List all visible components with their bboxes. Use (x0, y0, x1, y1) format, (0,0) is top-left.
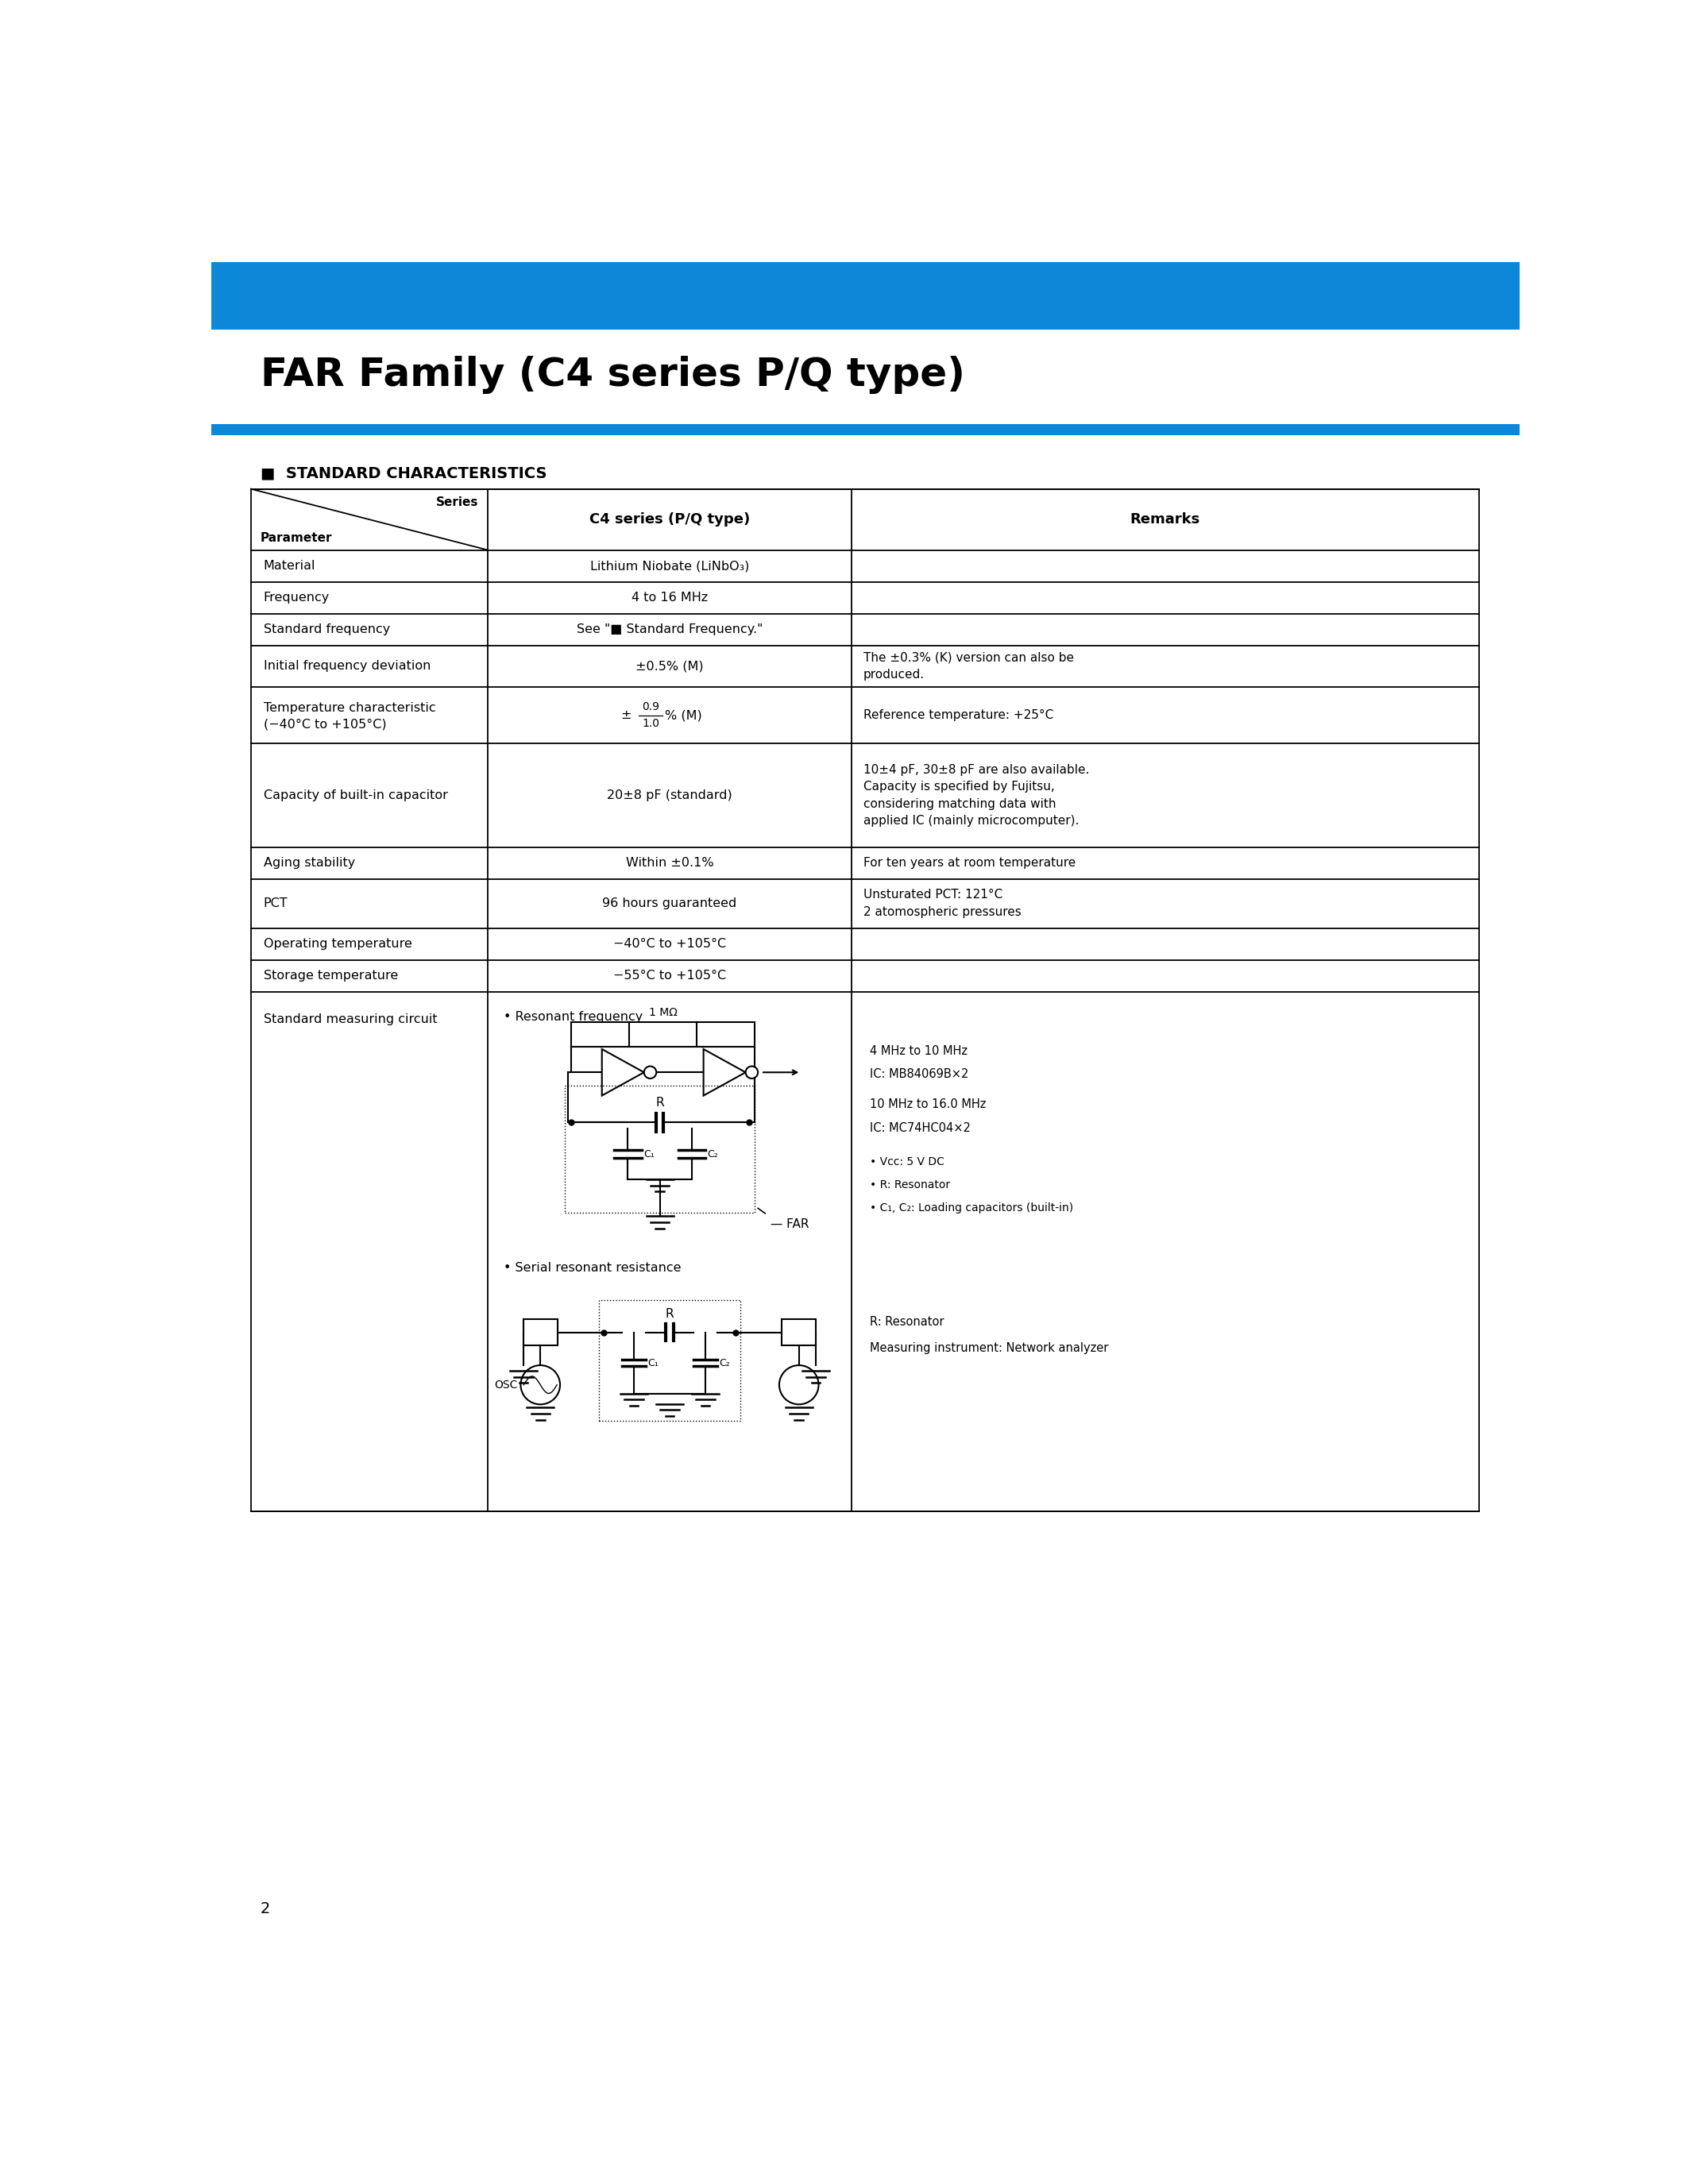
Circle shape (645, 1066, 657, 1079)
Text: 96 hours guaranteed: 96 hours guaranteed (603, 898, 738, 909)
Text: Standard frequency: Standard frequency (263, 625, 390, 636)
Text: Standard measuring circuit: Standard measuring circuit (263, 1013, 437, 1024)
Text: Lithium Niobate (LiNbO₃): Lithium Niobate (LiNbO₃) (591, 559, 749, 572)
Text: R: Resonator: R: Resonator (869, 1315, 944, 1328)
Bar (523, 1319, 557, 1345)
Text: • Serial resonant resistance: • Serial resonant resistance (503, 1262, 680, 1273)
Text: Capacity is specified by Fujitsu,: Capacity is specified by Fujitsu, (864, 782, 1055, 793)
Text: • C₁, C₂: Loading capacitors (built-in): • C₁, C₂: Loading capacitors (built-in) (869, 1203, 1074, 1214)
Text: OSC: OSC (495, 1380, 518, 1391)
Bar (782, 1319, 815, 1345)
Bar (211, 424, 1519, 435)
Text: LM: LM (792, 1380, 807, 1391)
Polygon shape (704, 1048, 746, 1096)
Bar (252, 489, 1479, 1511)
Text: Parameter: Parameter (260, 533, 333, 544)
Text: Reference temperature: +25°C: Reference temperature: +25°C (864, 710, 1053, 721)
Text: C₁: C₁ (648, 1358, 658, 1367)
Text: Operating temperature: Operating temperature (263, 937, 412, 950)
Text: ±0.5% (M): ±0.5% (M) (636, 660, 704, 673)
Text: % (M): % (M) (665, 710, 702, 721)
Text: 1.0: 1.0 (641, 719, 660, 729)
Text: 4 to 16 MHz: 4 to 16 MHz (631, 592, 707, 603)
Polygon shape (603, 1048, 645, 1096)
Text: — FAR: — FAR (770, 1219, 809, 1230)
Text: • Resonant frequency: • Resonant frequency (503, 1011, 643, 1022)
Text: Unsturated PCT: 121°C: Unsturated PCT: 121°C (864, 889, 1003, 902)
Text: Series: Series (437, 496, 479, 509)
Text: PCT: PCT (263, 898, 287, 909)
Bar (211, 262, 1519, 330)
Text: Remarks: Remarks (1131, 513, 1200, 526)
Text: Capacity of built-in capacitor: Capacity of built-in capacitor (263, 788, 447, 802)
Text: ■  STANDARD CHARACTERISTICS: ■ STANDARD CHARACTERISTICS (260, 465, 547, 480)
Text: Frequency: Frequency (263, 592, 329, 603)
Text: 10±4 pF, 30±8 pF are also available.: 10±4 pF, 30±8 pF are also available. (864, 764, 1089, 775)
Text: • Vcc: 5 V DC: • Vcc: 5 V DC (869, 1155, 944, 1166)
Text: Aging stability: Aging stability (263, 858, 354, 869)
Text: 2: 2 (260, 1900, 270, 1915)
Text: IC: MC74HC04×2: IC: MC74HC04×2 (869, 1123, 971, 1133)
Text: (−40°C to +105°C): (−40°C to +105°C) (263, 719, 387, 729)
Text: ±: ± (621, 710, 636, 721)
Text: IC: MB84069B×2: IC: MB84069B×2 (869, 1068, 969, 1079)
Circle shape (746, 1066, 758, 1079)
Text: Temperature characteristic: Temperature characteristic (263, 701, 436, 714)
Text: Measuring instrument: Network analyzer: Measuring instrument: Network analyzer (869, 1341, 1109, 1354)
Text: Material: Material (263, 559, 316, 572)
Bar (630, 1022, 697, 1046)
Text: applied IC (mainly microcomputer).: applied IC (mainly microcomputer). (864, 815, 1079, 828)
Text: The ±0.3% (K) version can also be: The ±0.3% (K) version can also be (864, 651, 1074, 664)
Text: C₂: C₂ (719, 1358, 729, 1367)
Text: produced.: produced. (864, 668, 925, 681)
Circle shape (780, 1365, 819, 1404)
Text: −55°C to +105°C: −55°C to +105°C (613, 970, 726, 981)
Text: • R: Resonator: • R: Resonator (869, 1179, 950, 1190)
Text: Initial frequency deviation: Initial frequency deviation (263, 660, 430, 673)
Text: For ten years at room temperature: For ten years at room temperature (864, 858, 1075, 869)
Text: C₁: C₁ (643, 1149, 655, 1160)
Text: R: R (655, 1096, 663, 1109)
Text: considering matching data with: considering matching data with (864, 797, 1057, 810)
Text: 75 Ω: 75 Ω (527, 1326, 554, 1339)
Text: 75 Ω: 75 Ω (787, 1326, 812, 1339)
Text: 1 MΩ: 1 MΩ (648, 1007, 677, 1018)
Bar (599, 1299, 741, 1422)
Text: 10 MHz to 16.0 MHz: 10 MHz to 16.0 MHz (869, 1099, 986, 1109)
Text: 20±8 pF (standard): 20±8 pF (standard) (608, 788, 733, 802)
Bar (565, 1085, 755, 1212)
Text: See "■ Standard Frequency.": See "■ Standard Frequency." (577, 625, 763, 636)
Text: C4 series (P/Q type): C4 series (P/Q type) (589, 513, 749, 526)
Text: C₂: C₂ (707, 1149, 717, 1160)
Text: 2 atomospheric pressures: 2 atomospheric pressures (864, 906, 1021, 917)
Text: Storage temperature: Storage temperature (263, 970, 398, 981)
Text: FAR Family (C4 series P/Q type): FAR Family (C4 series P/Q type) (260, 356, 966, 395)
Text: 0.9: 0.9 (641, 701, 660, 712)
Text: R: R (665, 1308, 674, 1319)
Text: Within ±0.1%: Within ±0.1% (626, 858, 714, 869)
Text: −40°C to +105°C: −40°C to +105°C (613, 937, 726, 950)
Text: 4 MHz to 10 MHz: 4 MHz to 10 MHz (869, 1044, 967, 1057)
Circle shape (520, 1365, 560, 1404)
